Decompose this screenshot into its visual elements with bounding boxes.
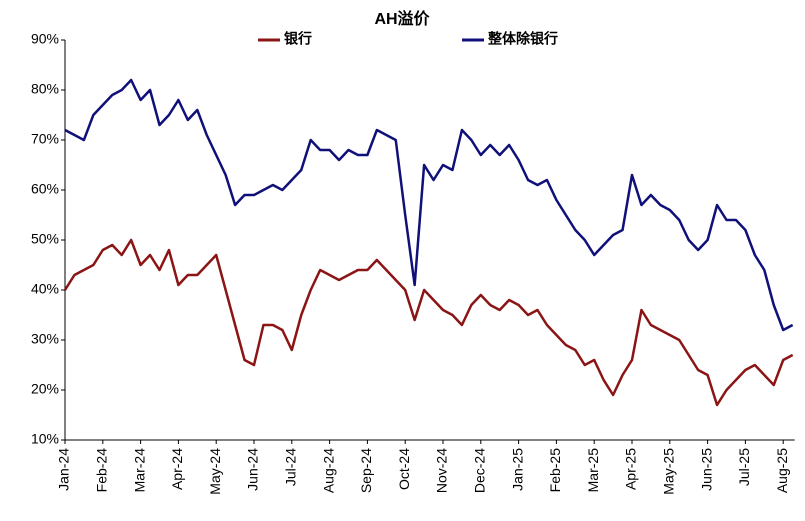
y-tick-label: 60% (31, 181, 59, 197)
x-tick-label: Jul-24 (283, 448, 299, 486)
x-tick-label: Jan-24 (56, 448, 72, 491)
x-tick-label: Sep-24 (358, 448, 374, 493)
x-tick-label: Jan-25 (509, 448, 525, 491)
x-tick-label: Apr-24 (169, 448, 185, 490)
legend-label: 整体除银行 (487, 31, 558, 47)
y-tick-label: 20% (31, 381, 59, 397)
legend-label: 银行 (284, 31, 312, 47)
y-tick-label: 90% (31, 31, 59, 47)
x-tick-label: Feb-25 (547, 448, 563, 493)
x-tick-label: May-25 (661, 448, 677, 495)
y-tick-label: 70% (31, 131, 59, 147)
x-tick-label: Mar-24 (131, 448, 147, 493)
y-tick-label: 30% (31, 331, 59, 347)
x-tick-label: Aug-24 (320, 448, 336, 493)
series-line (64, 78, 794, 332)
chart-title: AH溢价 (374, 9, 430, 28)
x-tick-label: Feb-24 (94, 448, 110, 493)
series-line (63, 238, 794, 407)
y-tick-label: 40% (31, 281, 59, 297)
x-tick-label: Aug-25 (774, 448, 790, 493)
x-tick-label: May-24 (207, 448, 223, 495)
x-tick-label: Dec-24 (472, 448, 488, 493)
x-tick-label: Mar-25 (585, 448, 601, 493)
x-tick-label: Jun-25 (698, 448, 714, 491)
y-tick-label: 50% (31, 231, 59, 247)
x-tick-label: Jun-24 (245, 448, 261, 491)
y-tick-label: 10% (31, 431, 59, 447)
x-tick-label: Jul-25 (736, 448, 752, 486)
y-tick-label: 80% (31, 81, 59, 97)
x-tick-label: Oct-24 (396, 448, 412, 490)
x-tick-label: Apr-25 (623, 448, 639, 490)
x-tick-label: Nov-24 (434, 448, 450, 493)
